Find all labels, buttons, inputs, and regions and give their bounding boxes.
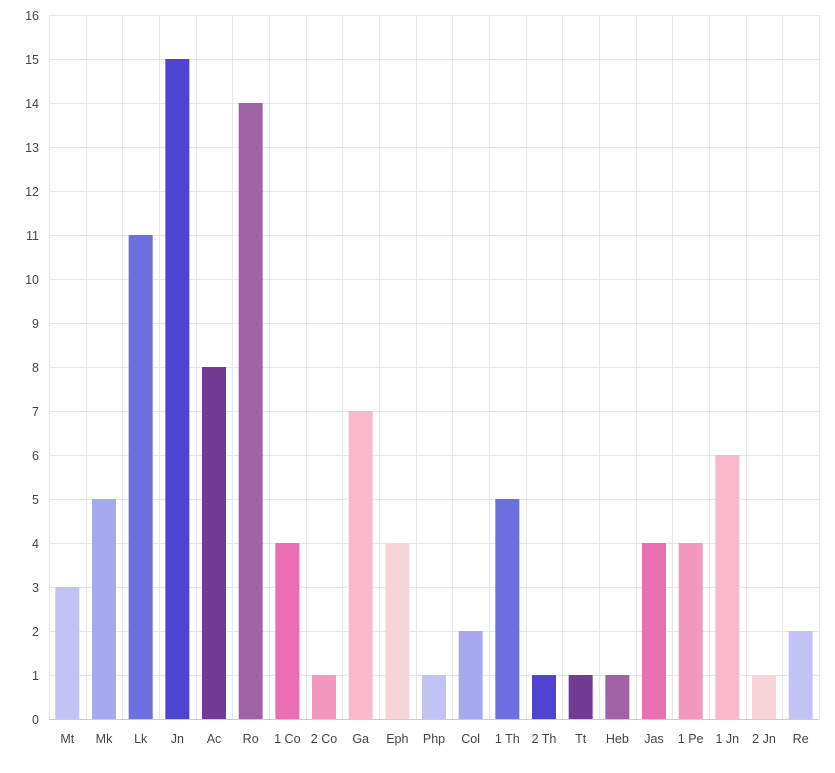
bar-tt[interactable]	[568, 675, 593, 719]
x-tick-label: Mt	[60, 732, 74, 746]
y-tick-label: 16	[25, 9, 39, 23]
x-tick-label: Re	[793, 732, 809, 746]
x-tick-label: 1 Jn	[716, 732, 740, 746]
y-tick-label: 7	[32, 405, 39, 419]
x-tick-label: Mk	[96, 732, 113, 746]
horizontal-gridlines	[49, 15, 819, 720]
bar-ac[interactable]	[202, 367, 226, 719]
bar-1-co[interactable]	[275, 543, 300, 719]
bar-re[interactable]	[788, 631, 813, 719]
y-tick-label: 2	[32, 625, 39, 639]
x-tick-label: 1 Th	[495, 732, 520, 746]
x-axis-ticks: Mt Mk Lk Jn Ac Ro 1 Co 2 Co Ga Eph Php Col 1 Th 2 Th T…	[60, 732, 808, 746]
x-tick-label: Eph	[386, 732, 408, 746]
bar-col[interactable]	[458, 631, 483, 719]
y-tick-label: 6	[32, 449, 39, 463]
bar-lk[interactable]	[128, 235, 153, 719]
vertical-gridlines	[49, 15, 820, 719]
y-tick-label: 8	[32, 361, 39, 375]
y-tick-label: 11	[26, 229, 39, 243]
bar-ro[interactable]	[238, 103, 263, 719]
x-tick-label: 2 Th	[532, 732, 557, 746]
x-tick-label: 1 Co	[274, 732, 300, 746]
x-tick-label: Ga	[352, 732, 369, 746]
x-tick-label: Php	[423, 732, 445, 746]
y-tick-label: 0	[32, 713, 39, 727]
x-tick-label: Heb	[606, 732, 629, 746]
bar-jas[interactable]	[642, 543, 666, 719]
x-tick-label: Jn	[171, 732, 184, 746]
bar-mt[interactable]	[55, 587, 80, 719]
y-tick-label: 12	[25, 185, 39, 199]
y-tick-label: 3	[32, 581, 39, 595]
bar-1-pe[interactable]	[678, 543, 703, 719]
x-tick-label: Col	[461, 732, 480, 746]
x-tick-label: Ro	[243, 732, 259, 746]
bar-heb[interactable]	[605, 675, 630, 719]
bar-2-jn[interactable]	[752, 675, 776, 719]
y-tick-label: 15	[25, 53, 39, 67]
bar-2-co[interactable]	[312, 675, 336, 719]
bar-1-jn[interactable]	[715, 455, 740, 719]
x-tick-label: Lk	[134, 732, 148, 746]
y-tick-label: 4	[32, 537, 39, 551]
bar-php[interactable]	[422, 675, 446, 719]
y-tick-label: 1	[32, 669, 39, 683]
y-tick-label: 9	[32, 317, 39, 331]
bar-eph[interactable]	[385, 543, 410, 719]
y-tick-label: 14	[25, 97, 39, 111]
x-tick-label: 2 Jn	[752, 732, 776, 746]
y-tick-label: 13	[25, 141, 39, 155]
x-tick-label: Tt	[575, 732, 587, 746]
bar-1-th[interactable]	[495, 499, 520, 719]
x-tick-label: Ac	[207, 732, 222, 746]
y-tick-label: 5	[32, 493, 39, 507]
x-tick-label: 2 Co	[311, 732, 337, 746]
bars	[55, 59, 813, 719]
x-tick-label: 1 Pe	[678, 732, 704, 746]
x-tick-label: Jas	[644, 732, 663, 746]
bar-jn[interactable]	[165, 59, 190, 719]
bar-2-th[interactable]	[532, 675, 556, 719]
bar-ga[interactable]	[348, 411, 373, 719]
bar-mk[interactable]	[92, 499, 116, 719]
y-tick-label: 10	[25, 273, 39, 287]
